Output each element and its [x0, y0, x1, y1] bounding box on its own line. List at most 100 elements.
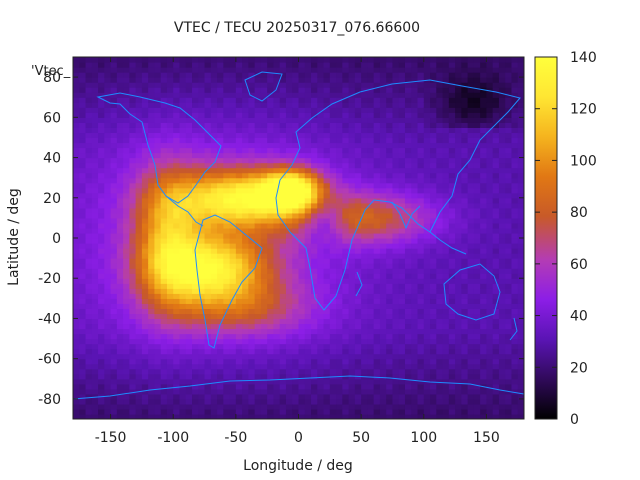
heatmap-cell [229, 263, 237, 269]
heatmap-cell [160, 393, 168, 400]
heatmap-cell [79, 413, 87, 419]
heatmap-cell [317, 328, 325, 335]
heatmap-cell [417, 177, 425, 184]
heatmap-cell [423, 102, 431, 108]
heatmap-cell [98, 107, 105, 113]
heatmap-cell [304, 278, 312, 284]
heatmap-cell [185, 298, 193, 304]
heatmap-cell [135, 182, 143, 189]
heatmap-cell [398, 157, 406, 164]
heatmap-cell [367, 388, 375, 395]
heatmap-cell [273, 283, 281, 289]
heatmap-cell [461, 363, 469, 370]
heatmap-cell [304, 273, 312, 279]
heatmap-cell [361, 212, 368, 219]
heatmap-cell [304, 333, 312, 340]
heatmap-cell [386, 122, 394, 128]
heatmap-cell [455, 117, 462, 123]
heatmap-cell [192, 122, 199, 128]
heatmap-cell [373, 162, 381, 169]
heatmap-cell [492, 248, 500, 254]
heatmap-cell [91, 167, 99, 174]
heatmap-cell [392, 353, 400, 360]
heatmap-cell [311, 403, 318, 410]
heatmap-cell [423, 227, 431, 234]
heatmap-cell [455, 152, 462, 159]
heatmap-cell [235, 333, 243, 340]
heatmap-cell [73, 293, 80, 299]
heatmap-cell [273, 92, 281, 98]
heatmap-cell [342, 363, 350, 370]
heatmap-cell [436, 263, 444, 269]
heatmap-cell [279, 207, 287, 214]
heatmap-cell [260, 137, 268, 144]
heatmap-cell [254, 273, 262, 279]
heatmap-cell [298, 298, 306, 304]
heatmap-cell [198, 368, 206, 375]
heatmap-cell [348, 142, 356, 149]
heatmap-cell [336, 97, 343, 103]
heatmap-cell [285, 202, 293, 209]
heatmap-cell [392, 273, 400, 279]
heatmap-cell [430, 403, 437, 410]
heatmap-cell [217, 368, 224, 375]
heatmap-cell [166, 122, 174, 128]
heatmap-cell [404, 378, 412, 385]
heatmap-cell [461, 102, 469, 108]
heatmap-cell [336, 388, 343, 395]
heatmap-cell [430, 117, 437, 123]
heatmap-cell [185, 333, 193, 340]
heatmap-cell [217, 132, 224, 139]
heatmap-cell [242, 107, 249, 113]
heatmap-cell [411, 243, 419, 249]
heatmap-cell [223, 177, 231, 184]
heatmap-cell [417, 67, 425, 73]
heatmap-cell [148, 293, 156, 299]
heatmap-cell [467, 207, 475, 214]
heatmap-cell [79, 87, 87, 93]
heatmap-cell [486, 353, 494, 360]
heatmap-cell [248, 393, 256, 400]
heatmap-cell [304, 62, 312, 68]
heatmap-cell [116, 102, 124, 108]
heatmap-cell [242, 413, 249, 419]
heatmap-cell [123, 117, 130, 123]
heatmap-cell [254, 147, 262, 154]
heatmap-cell [185, 162, 193, 169]
heatmap-cell [160, 67, 168, 73]
heatmap-cell [104, 62, 112, 68]
heatmap-cell [386, 112, 394, 118]
heatmap-cell [173, 117, 181, 123]
heatmap-cell [311, 77, 318, 83]
heatmap-cell [392, 142, 400, 149]
heatmap-cell [154, 87, 162, 93]
heatmap-cell [354, 112, 362, 118]
heatmap-cell [85, 333, 93, 340]
heatmap-cell [267, 87, 275, 93]
heatmap-cell [392, 313, 400, 320]
heatmap-cell [379, 333, 387, 340]
heatmap-cell [166, 67, 174, 73]
heatmap-cell [285, 182, 293, 189]
heatmap-cell [217, 338, 224, 345]
heatmap-cell [430, 393, 437, 400]
heatmap-cell [336, 363, 343, 370]
heatmap-cell [367, 363, 375, 370]
heatmap-cell [492, 162, 500, 169]
heatmap-cell [486, 137, 494, 144]
heatmap-cell [123, 393, 130, 400]
heatmap-cell [442, 293, 450, 299]
heatmap-cell [367, 167, 375, 174]
heatmap-cell [173, 393, 181, 400]
heatmap-cell [166, 167, 174, 174]
heatmap-cell [110, 348, 118, 355]
heatmap-cell [342, 97, 350, 103]
heatmap-cell [242, 373, 249, 380]
heatmap-cell [217, 353, 224, 360]
heatmap-cell [242, 82, 249, 88]
heatmap-cell [298, 157, 306, 164]
heatmap-cell [292, 217, 300, 224]
heatmap-cell [498, 82, 506, 88]
heatmap-cell [411, 288, 419, 294]
heatmap-cell [79, 212, 87, 219]
